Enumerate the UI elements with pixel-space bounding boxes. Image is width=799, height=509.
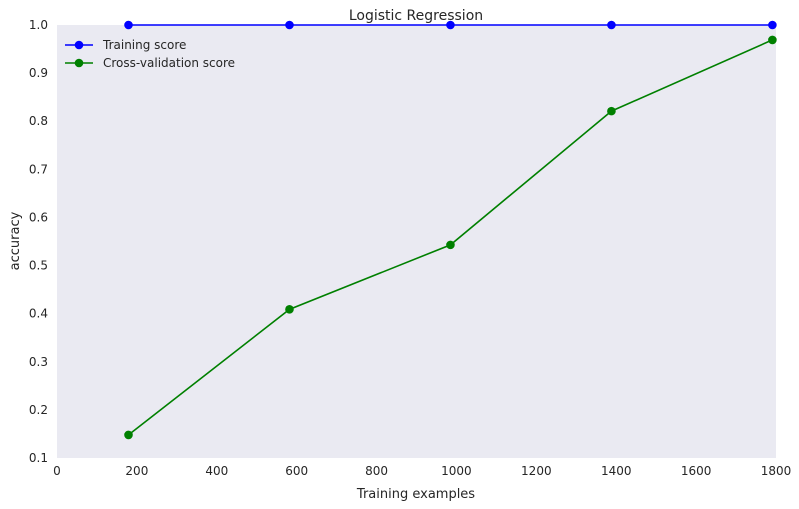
legend-marker-training: [74, 40, 84, 50]
x-tick-label: 1000: [441, 464, 472, 478]
y-tick-label: 0.1: [29, 451, 48, 465]
data-point-cross-validation: [124, 430, 133, 440]
y-tick-label: 1.0: [29, 18, 48, 32]
data-point-training: [446, 20, 455, 30]
y-tick-label: 0.8: [29, 114, 48, 128]
legend-marker-cv: [74, 58, 84, 68]
x-tick-label: 1600: [681, 464, 712, 478]
data-point-cross-validation: [607, 106, 616, 116]
x-tick-label: 1800: [761, 464, 792, 478]
data-point-training: [124, 20, 133, 30]
x-axis-label: Training examples: [356, 487, 475, 502]
plot-area: [57, 25, 776, 458]
data-point-training: [607, 20, 616, 30]
y-tick-label: 0.3: [29, 355, 48, 369]
x-tick-label: 1400: [601, 464, 632, 478]
y-tick-label: 0.9: [29, 66, 48, 80]
legend-label-cv: Cross-validation score: [103, 56, 235, 70]
data-point-cross-validation: [285, 305, 294, 314]
x-axis-ticks: 0 200 400 600 800 1000 1200 1400 1600 1800: [53, 464, 791, 478]
y-tick-label: 0.7: [29, 162, 48, 176]
x-tick-label: 1200: [521, 464, 552, 478]
x-tick-label: 400: [205, 464, 228, 478]
y-axis-ticks: 0.1 0.2 0.3 0.4 0.5 0.6 0.7 0.8 0.9 1.0: [29, 18, 48, 465]
legend-label-training: Training score: [102, 38, 186, 52]
x-tick-label: 600: [285, 464, 308, 478]
data-point-cross-validation: [768, 35, 777, 45]
x-tick-label: 0: [53, 464, 61, 478]
y-tick-label: 0.4: [29, 307, 48, 321]
data-point-cross-validation: [446, 240, 455, 250]
series-layer: [124, 20, 777, 440]
legend: Training score Cross-validation score: [65, 38, 235, 70]
data-point-training: [285, 20, 294, 30]
x-tick-label: 200: [125, 464, 148, 478]
x-tick-label: 800: [365, 464, 388, 478]
y-axis-label: accuracy: [8, 211, 23, 270]
chart-title: Logistic Regression: [349, 8, 483, 24]
y-tick-label: 0.6: [29, 210, 48, 224]
y-tick-label: 0.2: [29, 403, 48, 417]
data-point-training: [768, 20, 777, 30]
y-tick-label: 0.5: [29, 259, 48, 273]
